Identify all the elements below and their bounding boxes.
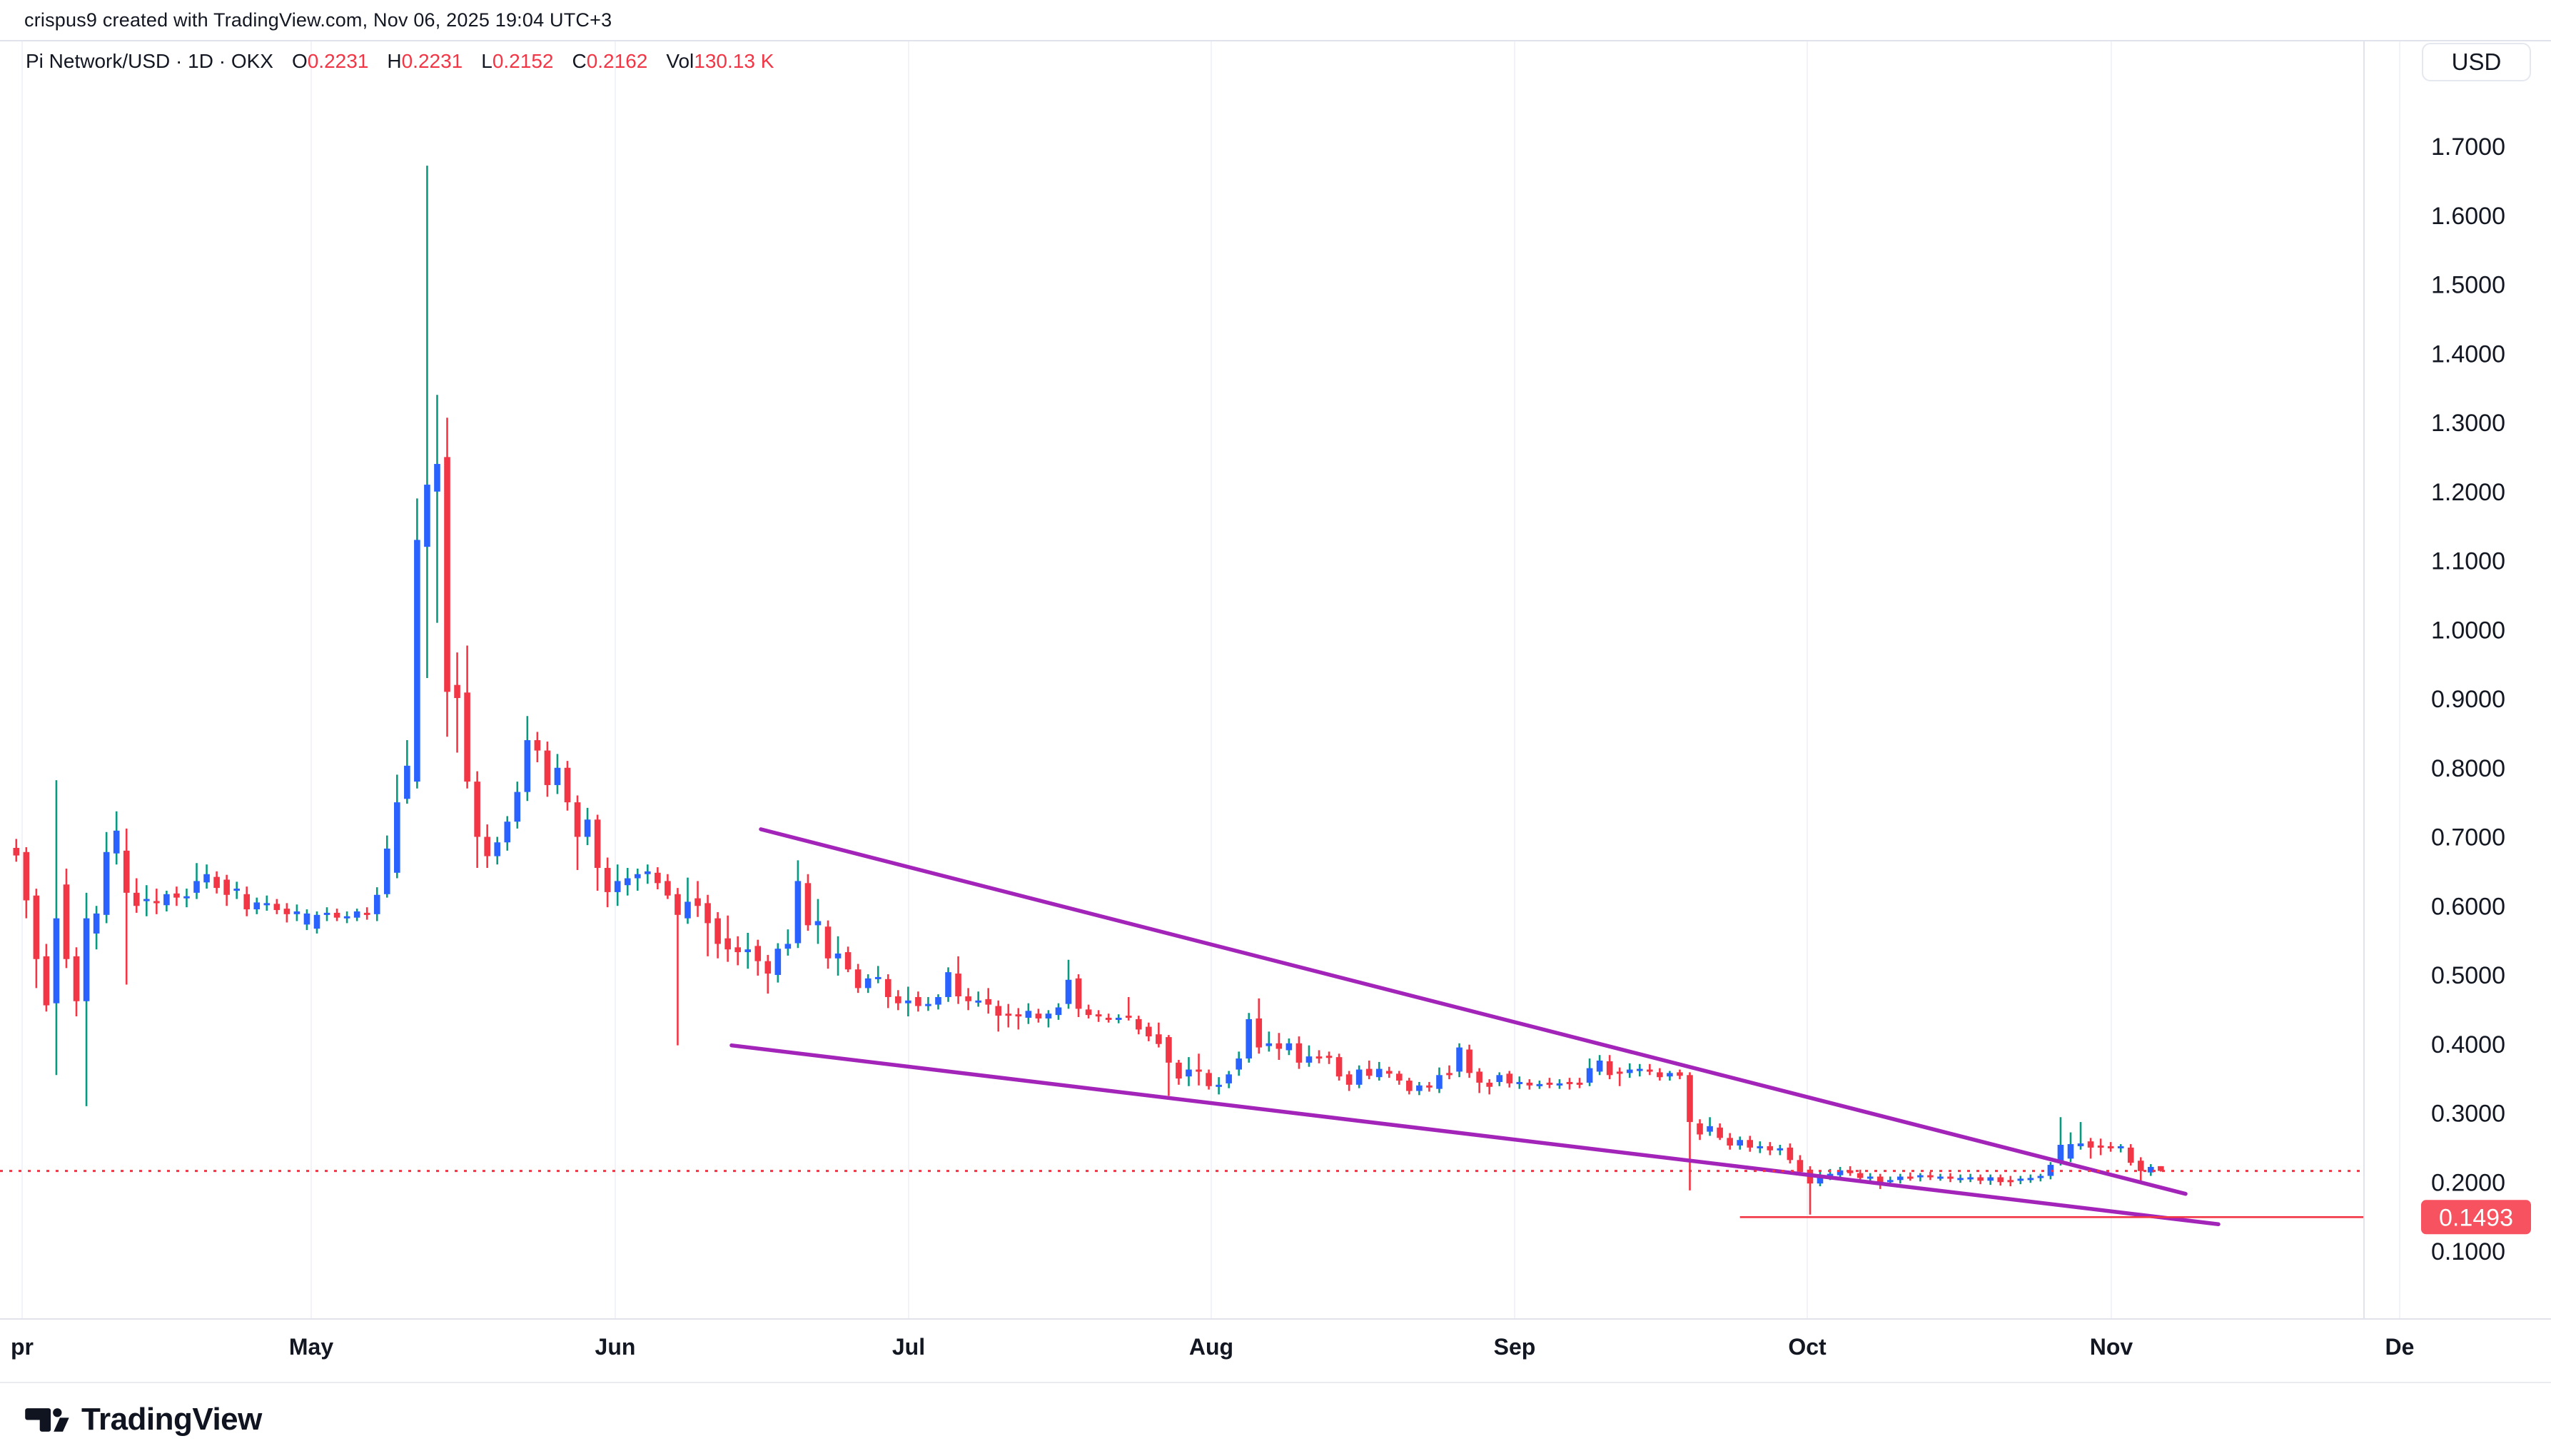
tradingview-logo-text: TradingView <box>81 1402 262 1437</box>
svg-text:1.2000: 1.2000 <box>2431 479 2505 506</box>
svg-text:1.3000: 1.3000 <box>2431 410 2505 437</box>
currency-toggle-button[interactable]: USD <box>2422 43 2531 81</box>
legend-open: O0.2231 <box>291 50 369 72</box>
svg-text:1.0000: 1.0000 <box>2431 617 2505 644</box>
svg-text:1.1000: 1.1000 <box>2431 548 2505 575</box>
legend-open-value: 0.2231 <box>307 50 369 72</box>
svg-text:0.8000: 0.8000 <box>2431 755 2505 782</box>
legend-close-value: 0.2162 <box>586 50 648 72</box>
tradingview-logo[interactable]: TradingView <box>24 1402 262 1437</box>
svg-text:0.5000: 0.5000 <box>2431 962 2505 989</box>
symbol-title[interactable]: Pi Network/USD · 1D · OKX <box>26 50 273 72</box>
svg-text:1.6000: 1.6000 <box>2431 203 2505 230</box>
legend-close: C0.2162 <box>572 50 648 72</box>
svg-text:Nov: Nov <box>2090 1334 2133 1360</box>
legend-low: L0.2152 <box>481 50 554 72</box>
svg-text:0.1000: 0.1000 <box>2431 1238 2505 1265</box>
svg-text:0.9000: 0.9000 <box>2431 686 2505 713</box>
panel-separators <box>0 41 2551 1320</box>
svg-text:0.6000: 0.6000 <box>2431 893 2505 920</box>
price-axis-labels[interactable]: 1.7000 1.6000 1.5000 1.4000 1.3000 1.2000 1.10… <box>2431 133 2505 1265</box>
svg-text:0.2000: 0.2000 <box>2431 1169 2505 1196</box>
time-axis-labels[interactable]: pr May Jun Jul Aug Sep Oct Nov De <box>11 1334 2414 1360</box>
svg-text:1.7000: 1.7000 <box>2431 133 2505 161</box>
currency-label: USD <box>2451 49 2502 75</box>
legend-high: H0.2231 <box>387 50 463 72</box>
legend-high-value: 0.2231 <box>401 50 463 72</box>
month-gridlines <box>21 41 2400 1319</box>
trendline-wedge-lower[interactable] <box>729 1043 2221 1227</box>
candles[interactable] <box>13 166 2164 1215</box>
legend-low-value: 0.2152 <box>492 50 554 72</box>
attribution-bar: crispus9 created with TradingView.com, N… <box>0 0 2551 41</box>
svg-text:0.3000: 0.3000 <box>2431 1101 2505 1128</box>
svg-text:1.5000: 1.5000 <box>2431 272 2505 299</box>
svg-text:Oct: Oct <box>1788 1334 1827 1360</box>
svg-text:1.4000: 1.4000 <box>2431 340 2505 368</box>
svg-text:pr: pr <box>11 1334 34 1360</box>
symbol-legend[interactable]: Pi Network/USD · 1D · OKX O0.2231 H0.223… <box>26 50 774 73</box>
bottom-bar: TradingView <box>0 1382 2551 1456</box>
svg-text:0.1493: 0.1493 <box>2439 1204 2513 1231</box>
tradingview-logo-icon <box>25 1407 69 1432</box>
svg-text:0.4000: 0.4000 <box>2431 1031 2505 1058</box>
svg-text:May: May <box>289 1334 333 1360</box>
alert-price-label: 0.1493 <box>2421 1200 2531 1235</box>
svg-text:0.7000: 0.7000 <box>2431 824 2505 851</box>
attribution-text: crispus9 created with TradingView.com, N… <box>24 9 612 31</box>
svg-text:Aug: Aug <box>1189 1334 1233 1360</box>
svg-text:Sep: Sep <box>1494 1334 1536 1360</box>
svg-text:Jul: Jul <box>892 1334 925 1360</box>
legend-volume-value: 130.13 K <box>694 50 774 72</box>
svg-text:Jun: Jun <box>595 1334 636 1360</box>
legend-volume: Vol130.13 K <box>666 50 774 72</box>
trendline-wedge-upper[interactable] <box>759 827 2188 1196</box>
svg-text:De: De <box>2385 1334 2415 1360</box>
